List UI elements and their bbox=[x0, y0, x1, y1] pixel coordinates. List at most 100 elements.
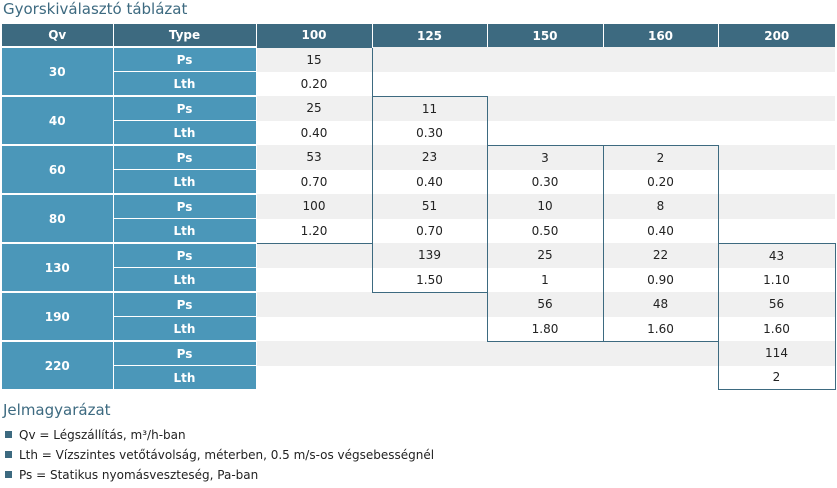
value-cell bbox=[718, 71, 835, 96]
lth-row: Lth 1.80 1.60 1.60 bbox=[2, 316, 836, 342]
table-header-row: Qv Type 100 125 150 160 200 bbox=[2, 24, 835, 47]
value-cell: 2 bbox=[717, 365, 836, 390]
page-title: Gyorskiválasztó táblázat bbox=[3, 0, 188, 18]
value-cell: 1.60 bbox=[603, 316, 719, 342]
value-cell bbox=[256, 341, 372, 366]
ps-row: 60 Ps 53 23 3 2 bbox=[2, 144, 835, 194]
qv-cell: 30 bbox=[2, 46, 114, 96]
value-cell bbox=[603, 120, 718, 145]
ps-label: Ps bbox=[113, 340, 257, 366]
value-cell bbox=[256, 316, 372, 341]
column-header: 160 bbox=[603, 24, 719, 47]
lth-row: Lth 0.70 0.40 0.30 0.20 bbox=[2, 169, 835, 194]
column-header: 125 bbox=[372, 24, 488, 47]
lth-row: Lth 0.20 bbox=[2, 71, 835, 96]
ps-row: 30 Ps 15 bbox=[2, 46, 835, 96]
ps-row: 40 Ps 25 11 bbox=[2, 95, 835, 145]
value-cell bbox=[487, 120, 603, 145]
value-cell bbox=[372, 292, 487, 317]
lth-row: Lth 0.40 0.30 bbox=[2, 120, 835, 145]
value-cell bbox=[718, 120, 835, 145]
value-cell: 0.70 bbox=[372, 218, 488, 243]
value-cell bbox=[603, 341, 718, 366]
value-cell bbox=[718, 194, 835, 219]
value-cell: 51 bbox=[372, 194, 488, 219]
lth-label: Lth bbox=[113, 316, 257, 341]
value-cell: 11 bbox=[372, 95, 488, 121]
lth-row: Lth 2 bbox=[2, 365, 836, 390]
value-cell: 0.30 bbox=[487, 169, 604, 194]
value-cell: 1.50 bbox=[371, 267, 488, 293]
legend-item: Lth = Vízszintes vetőtávolság, méterben,… bbox=[5, 448, 434, 468]
lth-row: Lth 1.20 0.70 0.50 0.40 bbox=[2, 218, 835, 244]
qv-cell: 40 bbox=[2, 95, 114, 145]
ps-row: 130 Ps 139 25 22 43 bbox=[2, 242, 836, 292]
value-cell bbox=[603, 71, 718, 96]
value-cell bbox=[372, 47, 487, 72]
value-cell: 139 bbox=[371, 243, 488, 268]
qv-cell: 220 bbox=[2, 340, 114, 389]
value-cell: 0.20 bbox=[603, 169, 719, 194]
value-cell bbox=[487, 71, 603, 96]
quick-selection-table: Qv Type 100 125 150 160 200 30 Ps 15 Lth 0.2… bbox=[2, 24, 836, 390]
value-cell: 0.20 bbox=[255, 71, 373, 96]
square-bullet-icon bbox=[5, 451, 12, 458]
value-cell: 48 bbox=[603, 292, 719, 317]
legend-list: Qv = Légszállítás, m³/h-ban Lth = Vízszi… bbox=[5, 428, 434, 488]
square-bullet-icon bbox=[5, 431, 12, 438]
value-cell: 56 bbox=[486, 292, 604, 317]
value-cell: 23 bbox=[372, 145, 488, 170]
type-header: Type bbox=[113, 24, 257, 47]
ps-label: Ps bbox=[113, 193, 257, 219]
lth-label: Lth bbox=[113, 267, 257, 292]
value-cell: 15 bbox=[255, 46, 373, 72]
value-cell bbox=[718, 169, 835, 194]
value-cell: 114 bbox=[717, 341, 836, 366]
value-cell bbox=[718, 47, 835, 72]
column-header: 200 bbox=[718, 24, 835, 47]
value-cell bbox=[256, 365, 372, 389]
column-header: 150 bbox=[487, 24, 604, 47]
qv-cell: 190 bbox=[2, 291, 114, 341]
value-cell: 0.40 bbox=[372, 169, 488, 194]
lth-label: Lth bbox=[113, 218, 257, 243]
value-cell: 0.70 bbox=[255, 169, 373, 194]
value-cell: 1.20 bbox=[255, 218, 373, 244]
value-cell: 8 bbox=[603, 194, 719, 219]
ps-row: 190 Ps 56 48 56 bbox=[2, 291, 836, 341]
legend-item-text: Ps = Statikus nyomásveszteség, Pa-ban bbox=[19, 468, 259, 482]
value-cell: 0.40 bbox=[255, 120, 373, 145]
value-cell bbox=[487, 96, 603, 121]
value-cell bbox=[603, 365, 718, 389]
ps-label: Ps bbox=[113, 144, 257, 170]
value-cell: 0.50 bbox=[487, 218, 604, 243]
qv-cell: 60 bbox=[2, 144, 114, 194]
value-cell: 1.10 bbox=[718, 267, 836, 292]
ps-label: Ps bbox=[113, 291, 257, 317]
ps-label: Ps bbox=[113, 95, 257, 121]
lth-row: Lth 1.50 1 0.90 1.10 bbox=[2, 267, 836, 293]
value-cell bbox=[718, 96, 835, 121]
square-bullet-icon bbox=[5, 471, 12, 478]
value-cell bbox=[487, 365, 603, 389]
value-cell bbox=[372, 365, 487, 389]
column-header: 100 bbox=[256, 24, 373, 47]
value-cell: 43 bbox=[718, 242, 836, 268]
ps-label: Ps bbox=[113, 242, 257, 268]
lth-label: Lth bbox=[113, 365, 257, 389]
value-cell bbox=[487, 341, 603, 366]
ps-row: 220 Ps 114 bbox=[2, 340, 836, 389]
lth-label: Lth bbox=[113, 169, 257, 194]
lth-label: Lth bbox=[113, 120, 257, 145]
value-cell: 2 bbox=[603, 144, 719, 170]
legend-item-text: Qv = Légszállítás, m³/h-ban bbox=[19, 428, 186, 442]
legend-item: Qv = Légszállítás, m³/h-ban bbox=[5, 428, 434, 448]
value-cell bbox=[256, 292, 372, 317]
value-cell: 25 bbox=[487, 243, 604, 268]
value-cell bbox=[718, 145, 835, 170]
legend-item-text: Lth = Vízszintes vetőtávolság, méterben,… bbox=[19, 448, 435, 462]
value-cell bbox=[718, 218, 835, 243]
value-cell: 53 bbox=[255, 145, 373, 170]
legend-title: Jelmagyarázat bbox=[3, 401, 111, 419]
value-cell bbox=[603, 96, 718, 121]
